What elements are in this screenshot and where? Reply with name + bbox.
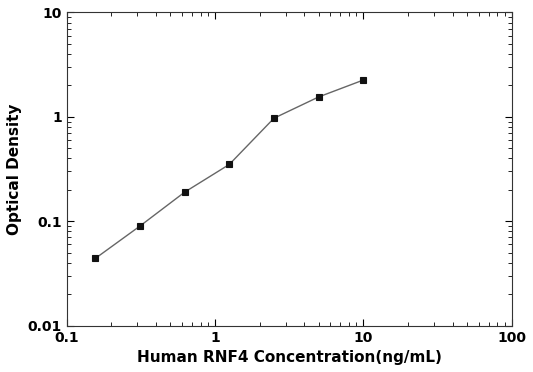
Y-axis label: Optical Density: Optical Density [7, 103, 22, 235]
X-axis label: Human RNF4 Concentration(ng/mL): Human RNF4 Concentration(ng/mL) [136, 350, 441, 365]
